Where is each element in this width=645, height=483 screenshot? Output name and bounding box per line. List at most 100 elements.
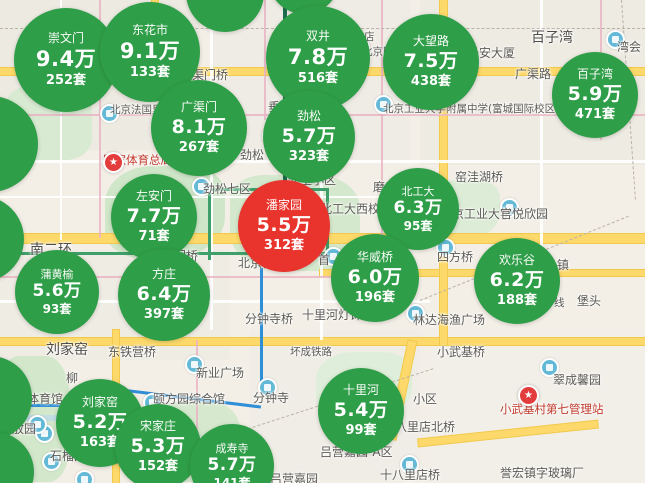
road-local <box>0 300 430 303</box>
bubble-price: 5.7万 <box>281 125 337 147</box>
price-bubble[interactable]: 劲松 5.7万 323套 <box>263 91 355 183</box>
price-bubble[interactable]: 华威桥 6.0万 196套 <box>331 234 419 322</box>
road-local <box>540 0 543 280</box>
bubble-listing-count: 93套 <box>42 301 72 316</box>
bubble-district-name: 左安门 <box>135 189 172 203</box>
road-secondary <box>196 340 198 483</box>
transit-icon[interactable] <box>75 470 94 483</box>
transit-icon[interactable] <box>258 378 277 397</box>
city-block <box>430 330 645 483</box>
bubble-price: 9.4万 <box>35 47 97 71</box>
bubble-district-name: 宋家庄 <box>139 419 176 433</box>
map-label: 刘家窑 <box>46 342 88 358</box>
transit-icon[interactable] <box>192 177 211 196</box>
price-bubble[interactable]: 广渠门 8.1万 267套 <box>151 80 247 176</box>
transit-icon[interactable] <box>500 198 519 217</box>
map-label: 湾会 <box>617 40 642 54</box>
subway-line-green <box>208 190 211 260</box>
price-bubble[interactable]: 宋家庄 5.3万 152套 <box>115 404 201 483</box>
bubble-price: 5.2万 <box>72 411 128 433</box>
bubble-listing-count: 516套 <box>297 71 339 86</box>
bubble-district-name: 蒲黄榆 <box>40 267 74 281</box>
map-label: 小区 <box>413 392 438 406</box>
bubble-district-name: 百子湾 <box>576 67 613 81</box>
bubble-district-name: 劲松 <box>296 109 321 123</box>
map-label: 分钟寺桥 <box>245 312 294 326</box>
price-bubble[interactable]: 方庄 6.4万 397套 <box>118 249 210 341</box>
bubble-district-name: 双井 <box>305 29 330 43</box>
transit-icon[interactable] <box>540 358 559 377</box>
road-secondary <box>264 0 266 120</box>
map-label: 林达海渔广场 <box>413 313 486 327</box>
map-label: 四方桥 <box>437 250 474 264</box>
map-label: 百子湾 <box>531 30 573 46</box>
price-bubble[interactable]: 百子湾 5.9万 471套 <box>552 52 638 138</box>
bubble-price: 6.0万 <box>347 266 403 288</box>
transit-icon[interactable] <box>400 455 419 474</box>
bubble-price: 6.3万 <box>393 197 443 218</box>
road-arterial-horizontal <box>0 338 645 345</box>
road-secondary <box>381 0 383 240</box>
bubble-price: 7.5万 <box>403 50 459 72</box>
subway-line-blue <box>260 268 263 388</box>
sports-admin-marker-icon[interactable]: ★ <box>103 152 124 173</box>
bubble-price: 5.9万 <box>567 83 623 105</box>
bubble-price: 5.4万 <box>333 399 389 421</box>
transit-icon[interactable] <box>100 104 119 123</box>
bubble-district-name: 刘家窑 <box>81 395 118 409</box>
map-label: 颐方园综合馆 <box>153 392 226 406</box>
map-label: 官悦欣园 <box>500 207 549 221</box>
bubble-price: 5.3万 <box>130 435 186 457</box>
price-bubble[interactable]: 双井 7.8万 516套 <box>266 6 370 110</box>
bubble-price: 5.7万 <box>207 454 257 475</box>
bubble-listing-count: 196套 <box>354 290 396 305</box>
road-local <box>60 0 62 240</box>
price-bubble[interactable]: 欢乐谷 6.2万 188套 <box>474 238 560 324</box>
bubble-price: 5.6万 <box>32 280 82 301</box>
bubble-district-name: 崇文门 <box>47 31 84 45</box>
xiaowuji-village-marker-icon[interactable]: ★ <box>518 385 539 406</box>
transit-icon[interactable] <box>606 30 625 49</box>
bubble-listing-count: 471套 <box>574 107 616 122</box>
road-arterial-vertical <box>440 0 447 345</box>
map-label: 柳 <box>66 371 79 385</box>
bubble-district-name: 潘家园 <box>265 198 302 212</box>
transit-icon[interactable] <box>42 452 61 471</box>
map-label: 吕营嘉园 <box>270 472 319 483</box>
bubble-price: 7.8万 <box>287 45 349 69</box>
price-bubble[interactable]: 左安门 7.7万 71套 <box>111 174 197 260</box>
bubble-price: 7.7万 <box>126 205 182 227</box>
price-bubble[interactable]: 蒲黄榆 5.6万 93套 <box>15 250 99 334</box>
map-label: 坏成铁路 <box>290 346 332 358</box>
road-secondary <box>99 0 101 238</box>
bubble-district-name: 欢乐谷 <box>498 253 535 267</box>
map-label: 窑洼湖桥 <box>455 170 504 184</box>
bubble-district-name: 大望路 <box>412 34 449 48</box>
map-label: 新业广场 <box>196 366 245 380</box>
map-label: 翠成馨园 <box>553 373 602 387</box>
price-bubble[interactable]: 大望路 7.5万 438套 <box>383 14 479 110</box>
map-label: 东铁营桥 <box>108 345 157 359</box>
price-bubble[interactable]: 成寿寺 5.7万 141套 <box>190 424 274 483</box>
bubble-listing-count: 99套 <box>345 423 377 438</box>
transit-icon[interactable] <box>374 95 393 114</box>
transit-icon[interactable] <box>185 355 204 374</box>
bubble-listing-count: 312套 <box>263 238 305 253</box>
map-label: 誉宏镇字玻璃厂 <box>500 466 585 480</box>
transit-icon[interactable] <box>28 415 47 434</box>
map-label: 分钟寺 <box>253 391 290 405</box>
map-label: 小武基桥 <box>437 345 486 359</box>
transit-icon[interactable] <box>406 304 425 323</box>
map-label: 小武基村第七管理站 <box>500 402 604 416</box>
price-bubble[interactable]: 潘家园 5.5万 312套 <box>238 180 330 272</box>
bubble-listing-count: 133套 <box>129 65 171 80</box>
bubble-district-name: 华威桥 <box>356 250 393 264</box>
bubble-district-name: 方庄 <box>151 267 176 281</box>
bubble-listing-count: 397套 <box>143 307 185 322</box>
bubble-listing-count: 438套 <box>410 74 452 89</box>
price-bubble[interactable]: 十里河 5.4万 99套 <box>318 368 404 454</box>
map-label: 广渠路 <box>515 67 552 81</box>
map-label: 首 <box>318 253 331 267</box>
bubble-district-name: 十里河 <box>342 383 379 397</box>
